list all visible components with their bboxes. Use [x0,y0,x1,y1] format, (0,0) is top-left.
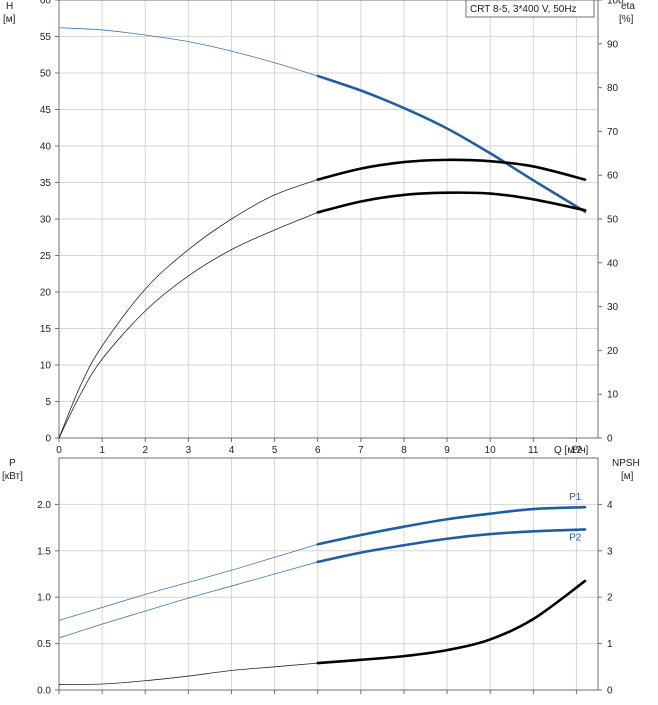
y-right-tick-label: 0 [607,686,613,697]
y-right-tick-label: 4 [607,500,613,511]
chart-title: CRT 8-5, 3*400 V, 50Hz [470,4,577,15]
series-label-p1: P1 [569,492,582,503]
x-tick-label: 5 [272,445,278,456]
y-right-tick-label: 30 [607,302,619,313]
series-line-series-2 [316,191,587,214]
series-line-series-0-extended [58,27,318,77]
y-right-tick-label: 50 [607,215,619,226]
x-tick-label: 12 [571,445,583,456]
series-line-series-1 [316,158,587,181]
series-line-p1-extended [58,543,318,621]
y-right-tick-label: 40 [607,258,619,269]
y-left-tick-label: 0.0 [37,686,51,697]
y-left-tick-label: 5 [45,397,51,408]
bottom-left-axis-unit: [кВт] [2,471,23,482]
y-left-tick-label: 35 [40,178,52,189]
y-right-tick-label: 3 [607,546,613,557]
y-left-tick-label: 60 [40,0,52,7]
top-right-axis-label: eta [621,1,635,12]
y-right-tick-label: 1 [607,639,613,650]
x-tick-label: 0 [56,445,62,456]
y-right-tick-label: 2 [607,593,613,604]
y-left-tick-label: 15 [40,324,52,335]
x-tick-label: 2 [142,445,148,456]
top-right-axis-unit: [%] [619,14,634,25]
y-right-tick-label: 20 [607,346,619,357]
top-x-axis-label: Q [м³/ч] [554,445,589,456]
y-left-tick-label: 55 [40,32,52,43]
y-right-tick-label: 60 [607,171,619,182]
x-tick-label: 6 [315,445,321,456]
x-tick-label: 7 [358,445,364,456]
y-left-tick-label: 45 [40,105,52,116]
y-left-tick-label: 40 [40,142,52,153]
series-line-series-2-extended [58,212,318,439]
series-line-series-2 [316,579,587,665]
y-right-tick-label: 80 [607,83,619,94]
series-line-p2-extended [58,561,318,639]
x-tick-label: 8 [401,445,407,456]
y-right-tick-label: 100 [607,0,624,7]
y-left-tick-label: 1.0 [37,593,51,604]
y-left-tick-label: 10 [40,361,52,372]
y-right-tick-label: 0 [607,434,613,445]
y-left-tick-label: 20 [40,288,52,299]
plot-frame [58,0,599,439]
y-left-tick-label: 30 [40,215,52,226]
x-tick-label: 4 [229,445,235,456]
x-tick-label: 3 [186,445,192,456]
x-tick-label: 1 [99,445,105,456]
y-right-tick-label: 70 [607,127,619,138]
series-label-p2: P2 [569,532,582,543]
y-right-tick-label: 90 [607,39,619,50]
series-line-p2 [316,528,587,564]
plot-frame [58,457,599,691]
y-left-tick-label: 1.5 [37,546,51,557]
bottom-right-axis-label: NPSH [612,458,640,469]
x-tick-label: 10 [485,445,497,456]
series-line-series-2-extended [58,662,318,685]
bottom-left-axis-label: P [9,458,16,469]
y-left-tick-label: 0.5 [37,639,51,650]
top-left-axis-label: H [6,1,13,12]
top-left-axis-unit: [м] [3,14,16,25]
y-left-tick-label: 2.0 [37,500,51,511]
series-line-series-0 [316,74,587,213]
y-left-tick-label: 25 [40,251,52,262]
series-line-p1 [316,505,587,546]
chart-title-box [465,0,595,18]
y-left-tick-label: 0 [45,434,51,445]
y-right-tick-label: 10 [607,390,619,401]
x-tick-label: 9 [444,445,450,456]
x-tick-label: 11 [528,445,539,456]
y-left-tick-label: 50 [40,69,52,80]
series-line-series-1-extended [58,179,318,439]
bottom-right-axis-unit: [м] [621,471,634,482]
